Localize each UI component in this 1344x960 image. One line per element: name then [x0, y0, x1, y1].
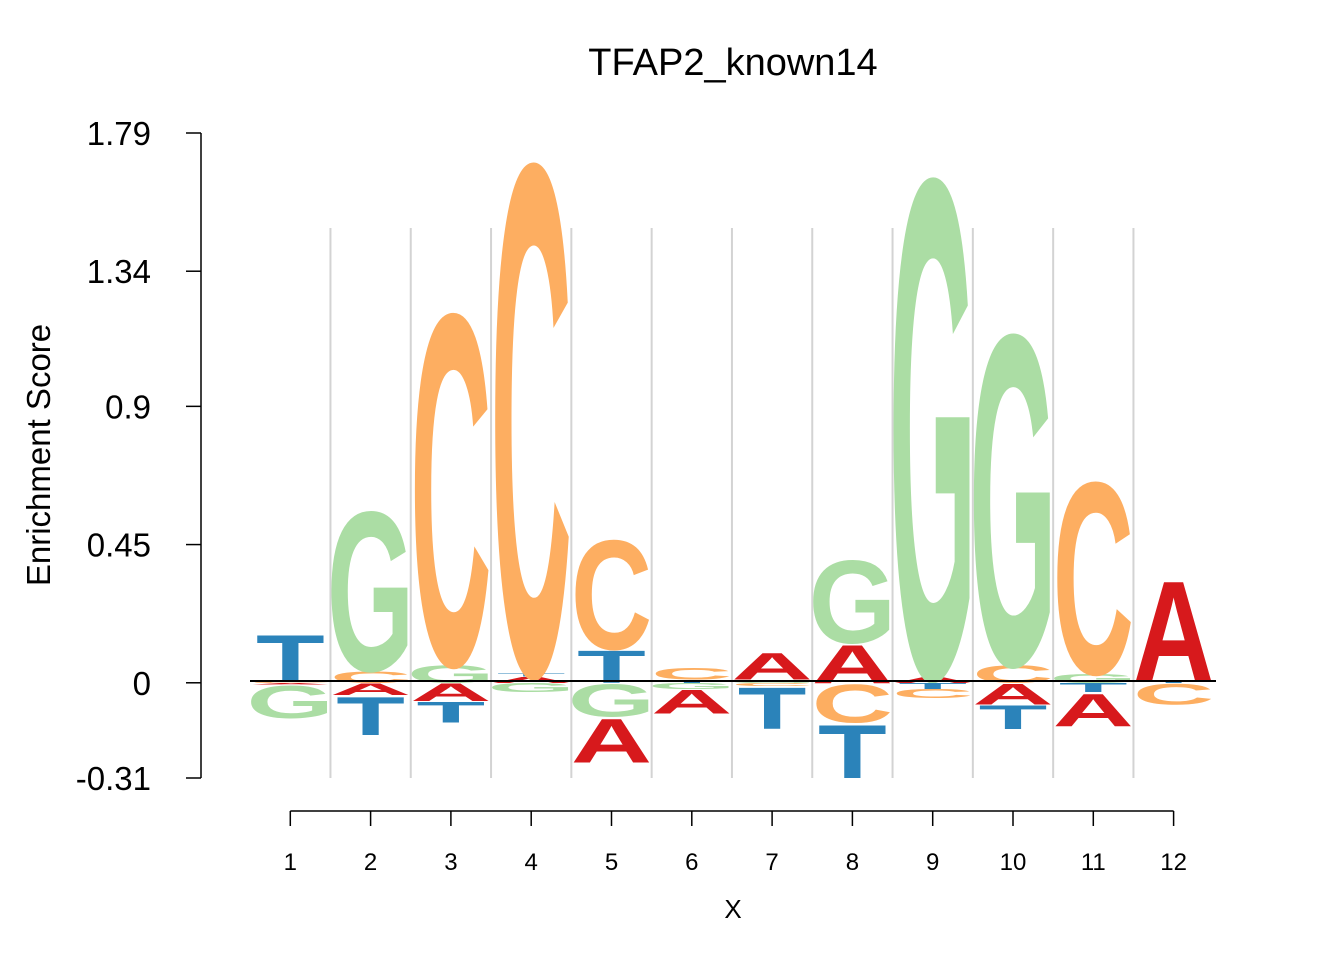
y-tick-label: 1.34	[87, 253, 151, 290]
y-tick-label: 0.45	[87, 527, 151, 564]
y-axis-label: Enrichment Score	[20, 324, 57, 586]
logo-letter-T: T	[577, 641, 646, 693]
logo-letter-C: C	[410, 210, 491, 772]
x-tick-label: 6	[685, 849, 698, 876]
logo-letter-A: A	[250, 682, 331, 684]
y-tick-label: 0	[133, 665, 151, 702]
logo-letter-G: G	[327, 465, 414, 720]
logo-letter-G: G	[407, 660, 494, 688]
logo-letter-G: G	[809, 536, 896, 668]
logo-letter-T: T	[336, 685, 405, 746]
logo-letter-C: C	[892, 687, 973, 701]
logo-letter-C: C	[812, 673, 893, 734]
x-tick-label: 3	[444, 849, 457, 876]
y-tick-label: 1.79	[87, 115, 151, 152]
logo-letter-G: G	[247, 676, 335, 728]
position-separators	[329, 228, 1135, 778]
logo-letter-T: T	[818, 710, 887, 795]
logo-letter-A: A	[410, 678, 491, 706]
logo-letter-A: A	[1133, 552, 1214, 712]
logo-letter-C: C	[651, 665, 732, 684]
logo-letter-T: T	[256, 621, 325, 697]
logo-letter-T: T	[417, 696, 486, 729]
logo-letter-A: A	[892, 675, 973, 684]
x-tick-label: 12	[1160, 849, 1187, 876]
x-tick-label: 11	[1081, 849, 1106, 876]
logo-letter-G: G	[487, 681, 575, 695]
logo-letter-C: C	[972, 660, 1053, 688]
logo-letter-T: T	[738, 676, 807, 742]
x-tick-label: 1	[284, 849, 297, 876]
logo-letter-A: A	[571, 706, 652, 777]
logo-letter-A: A	[972, 678, 1053, 711]
logo-letter-C: C	[491, 11, 572, 829]
logo-letter-G: G	[648, 681, 736, 690]
logo-letter-T: T	[979, 698, 1048, 736]
logo-letter-G: G	[568, 675, 656, 727]
x-tick-label: 9	[926, 849, 939, 876]
logo-letter-A: A	[491, 675, 572, 684]
logo-letter-A: A	[330, 680, 411, 699]
x-tick-label: 8	[846, 849, 859, 876]
logo-letter-T: T	[1059, 681, 1128, 695]
logo-letter-C: C	[731, 682, 812, 687]
logo-letter-C: C	[250, 682, 331, 683]
chart-title: TFAP2_known14	[588, 42, 877, 84]
y-axis: 1.79 1.34 0.9 0.45 0 -0.31	[76, 115, 202, 797]
logo-letter-T: T	[497, 673, 566, 678]
logo-letter-A: A	[1053, 684, 1134, 736]
logo-letter-T: T	[898, 681, 967, 690]
x-axis-label: X	[724, 894, 741, 924]
x-tick-label: 4	[525, 849, 538, 876]
x-tick-label: 10	[1000, 849, 1027, 876]
logo-letter-A: A	[812, 633, 893, 694]
logo-letter-C: C	[1133, 678, 1214, 711]
y-tick-label: -0.31	[76, 760, 151, 797]
logo-letter-T: T	[1139, 681, 1208, 683]
logo-letter-C: C	[571, 508, 652, 683]
x-tick-label: 5	[605, 849, 618, 876]
x-tick-label: 7	[765, 849, 778, 876]
y-tick-label: 0.9	[105, 388, 151, 425]
logo-letter-A: A	[651, 683, 732, 721]
logo-stacks: CTAGCGATGCATATCGTCGATCGAGACTAGCTAGTCCGAT…	[247, 11, 1215, 829]
logo-letter-G: G	[889, 31, 977, 829]
x-axis: 1 2 3 4 5 6 7 8 9 10 11 12	[284, 810, 1187, 876]
x-tick-label: 2	[364, 849, 377, 876]
logo-letter-G: G	[969, 235, 1057, 765]
